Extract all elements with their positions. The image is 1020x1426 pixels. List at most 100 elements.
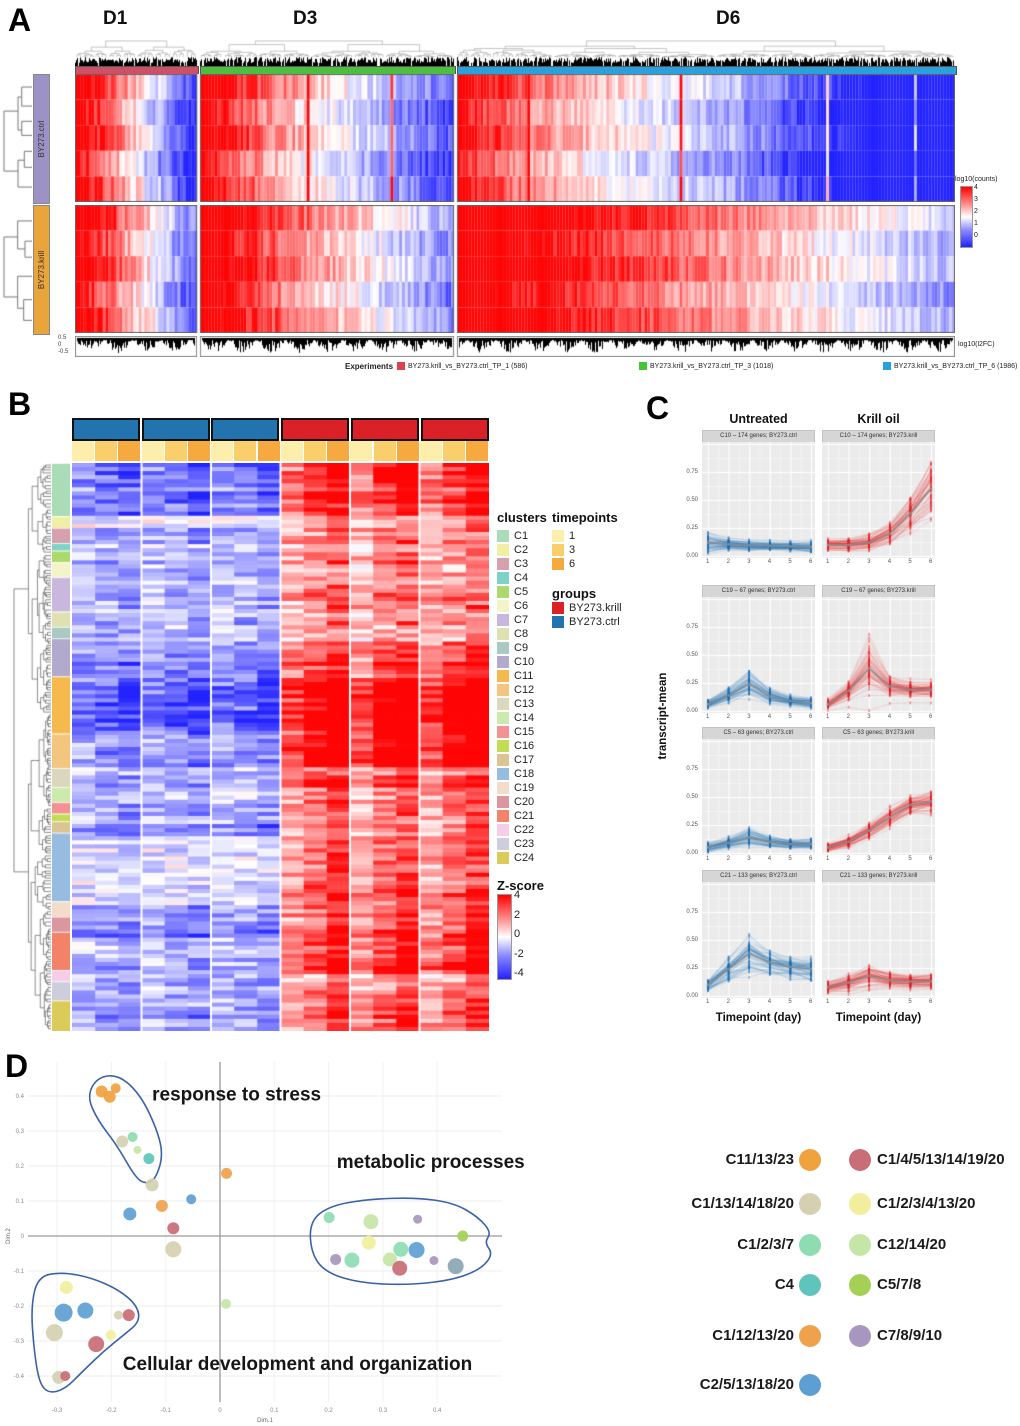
cluster-legend-item: C10 xyxy=(497,656,534,668)
legend-color-swatch xyxy=(497,572,509,584)
cluster-legend-item: C20 xyxy=(497,796,534,808)
x-tick-label: 3 xyxy=(747,559,751,565)
scatter-point xyxy=(382,1252,397,1267)
legend-color-swatch xyxy=(497,824,509,836)
x-tick-label: 1 xyxy=(826,999,830,1005)
legend-item-label: 3 xyxy=(569,544,576,556)
scatter-point xyxy=(105,1330,116,1341)
experiments-legend-item: BY273.krill_vs_BY273.ctrl_TP_3 (1018) xyxy=(639,362,773,370)
legend-color-swatch xyxy=(552,558,564,570)
cluster-legend-item: C11 xyxy=(497,670,533,682)
legend-item-label: C16 xyxy=(514,740,535,752)
d-legend-dot xyxy=(799,1374,821,1396)
d-legend-label: C1/4/5/13/14/19/20 xyxy=(877,1151,1005,1168)
cluster-legend-item: C12 xyxy=(497,684,534,696)
group-block-krill xyxy=(420,418,489,441)
legend-color-swatch xyxy=(883,362,891,370)
timepoint-cell xyxy=(420,441,442,461)
x-tick-label: 2 xyxy=(726,999,730,1005)
group-block-ctrl xyxy=(72,418,140,441)
y-tick-label: -0.2 xyxy=(14,1304,25,1310)
d-legend-dot xyxy=(799,1149,821,1171)
legend-color-swatch xyxy=(497,684,509,696)
legend-color-swatch xyxy=(552,602,564,614)
colorbar-a-title: log10(counts) xyxy=(955,176,998,183)
zscore-colorbar xyxy=(497,894,512,980)
legend-color-swatch xyxy=(552,544,564,556)
legend-color-swatch xyxy=(639,362,647,370)
x-tick-label: 6 xyxy=(929,999,933,1005)
x-tick-label: 4 xyxy=(767,559,772,565)
cluster-legend-item: C19 xyxy=(497,782,534,794)
x-axis-label: Dim.1 xyxy=(257,1418,273,1424)
x-tick-label: 4 xyxy=(887,999,892,1005)
facet-plot-canvas xyxy=(822,882,935,998)
legend-item-label: C9 xyxy=(514,642,529,654)
cluster-legend-item: C24 xyxy=(497,852,534,864)
y-tick-label: 0.25 xyxy=(686,822,698,828)
timepoint-cell xyxy=(188,441,210,461)
annotation-text: Cellular development and organization xyxy=(123,1354,472,1375)
gene-dendrogram-canvas xyxy=(13,463,51,1031)
l2fc-track-label: log10(l2FC) xyxy=(958,341,995,348)
d-legend-dot xyxy=(799,1234,821,1256)
legend-item-label: C7 xyxy=(514,614,529,626)
d-legend-label: C11/13/23 xyxy=(725,1151,794,1168)
cluster-legend-item: C1 xyxy=(497,530,528,542)
col-title-krill-oil: Krill oil xyxy=(857,412,900,426)
d-legend-dot xyxy=(849,1149,871,1171)
y-tick-label: 0.25 xyxy=(686,965,698,971)
x-tick-label: 2 xyxy=(726,714,730,720)
column-dendrogram-canvas xyxy=(75,40,955,66)
scatter-point xyxy=(110,1083,121,1094)
cluster-legend-item: C18 xyxy=(497,768,534,780)
panel-b: B xyxy=(0,385,660,1045)
x-tick-label: 3 xyxy=(867,999,871,1005)
timepoint-legend-item: 3 xyxy=(552,544,575,556)
l2fc-axis-tick: 0.5 xyxy=(58,335,67,341)
y-tick-label: 0.25 xyxy=(686,525,698,531)
legend-color-swatch xyxy=(552,530,564,542)
x-tick-label: 4 xyxy=(887,559,892,565)
timepoint-cell xyxy=(234,441,257,461)
scatter-point xyxy=(344,1252,360,1268)
scatter-point xyxy=(220,1298,231,1309)
scatter-point xyxy=(127,1131,138,1142)
d-legend-label: C12/14/20 xyxy=(877,1236,947,1253)
x-tick-label: -0.3 xyxy=(52,1408,63,1414)
d-legend-dot xyxy=(849,1325,871,1347)
d-legend-label: C2/5/13/18/20 xyxy=(699,1376,794,1393)
facet-plot-canvas xyxy=(822,442,935,558)
x-tick-label: 5 xyxy=(788,999,792,1005)
timepoint-cell xyxy=(443,441,466,461)
cluster-legend-item: C23 xyxy=(497,838,534,850)
row-block-krill-sidebar: BY273.krill xyxy=(33,205,50,335)
x-tick-label: 4 xyxy=(887,856,892,862)
zscore-tick: -4 xyxy=(514,967,524,979)
legend-color-swatch xyxy=(497,558,509,570)
timepoint-cell xyxy=(327,441,350,461)
groups-legend-title: groups xyxy=(552,586,597,601)
legend-item-label: C14 xyxy=(514,712,535,724)
x-tick-label: 2 xyxy=(846,714,850,720)
cluster-legend-item: C22 xyxy=(497,824,534,836)
legend-color-swatch xyxy=(497,768,509,780)
scatter-point xyxy=(143,1153,155,1165)
x-tick-label: 1 xyxy=(826,714,830,720)
x-tick-label: -0.2 xyxy=(106,1408,117,1414)
colorbar-a-tick: 3 xyxy=(974,196,978,203)
facet-plot-canvas xyxy=(822,597,935,713)
x-tick-label: 1 xyxy=(826,559,830,565)
x-tick-label: 3 xyxy=(747,856,751,862)
l2fc-axis-tick: -0.5 xyxy=(58,349,69,355)
scatter-point xyxy=(363,1214,379,1230)
d-legend-dot xyxy=(799,1274,821,1296)
panel-c-label: C xyxy=(646,390,670,426)
scatter-point xyxy=(77,1302,94,1319)
legend-color-swatch xyxy=(497,810,509,822)
legend-color-swatch xyxy=(397,362,405,370)
legend-color-swatch xyxy=(497,740,509,752)
legend-item-label: C23 xyxy=(514,838,535,850)
cluster-legend-item: C15 xyxy=(497,726,534,738)
scatter-point xyxy=(330,1253,342,1265)
